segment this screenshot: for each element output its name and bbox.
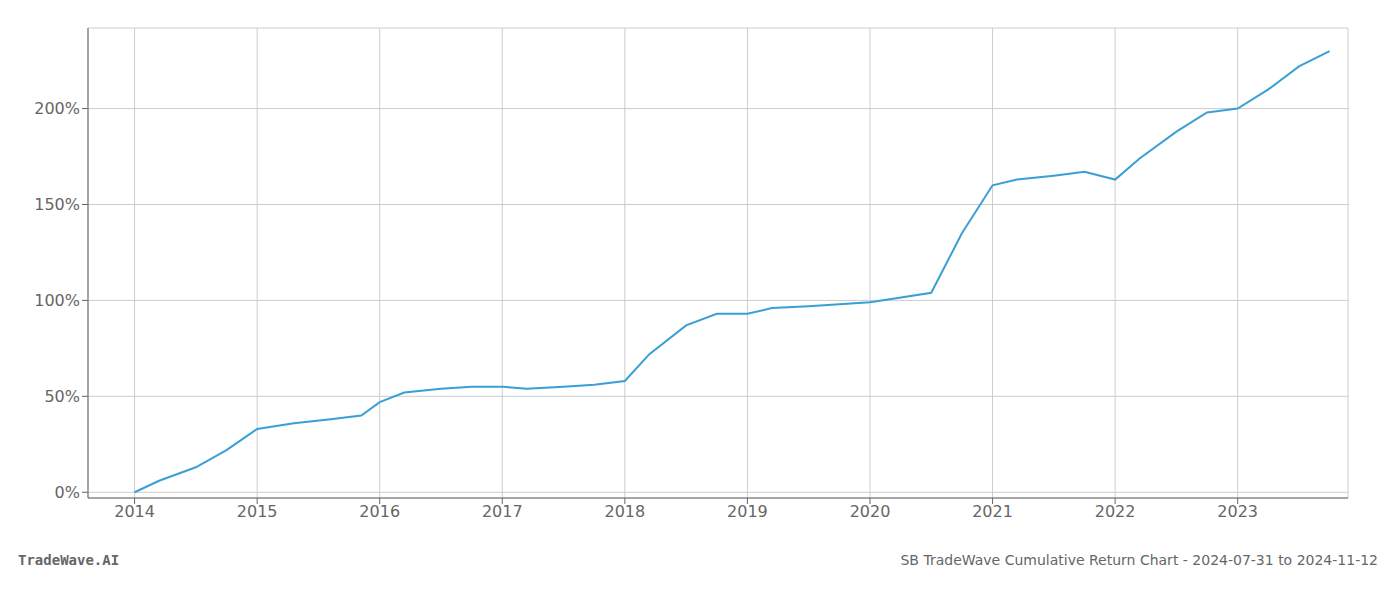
svg-text:2021: 2021 — [972, 502, 1013, 521]
svg-text:2023: 2023 — [1217, 502, 1258, 521]
svg-text:2019: 2019 — [727, 502, 768, 521]
svg-text:2015: 2015 — [237, 502, 278, 521]
svg-text:2016: 2016 — [359, 502, 400, 521]
svg-text:50%: 50% — [44, 387, 80, 406]
html-text:SB TradeWave Cumulative Return: SB TradeWave Cumulative Return Chart - 2… — [900, 552, 1378, 568]
svg-text:100%: 100% — [34, 291, 80, 310]
svg-text:2022: 2022 — [1095, 502, 1136, 521]
html-text:TradeWave.AI: TradeWave.AI — [18, 552, 120, 568]
svg-text:2018: 2018 — [604, 502, 645, 521]
svg-text:0%: 0% — [55, 483, 80, 502]
svg-text:2020: 2020 — [850, 502, 891, 521]
svg-text:2017: 2017 — [482, 502, 523, 521]
svg-text:2014: 2014 — [114, 502, 155, 521]
svg-text:150%: 150% — [34, 195, 80, 214]
svg-text:200%: 200% — [34, 99, 80, 118]
